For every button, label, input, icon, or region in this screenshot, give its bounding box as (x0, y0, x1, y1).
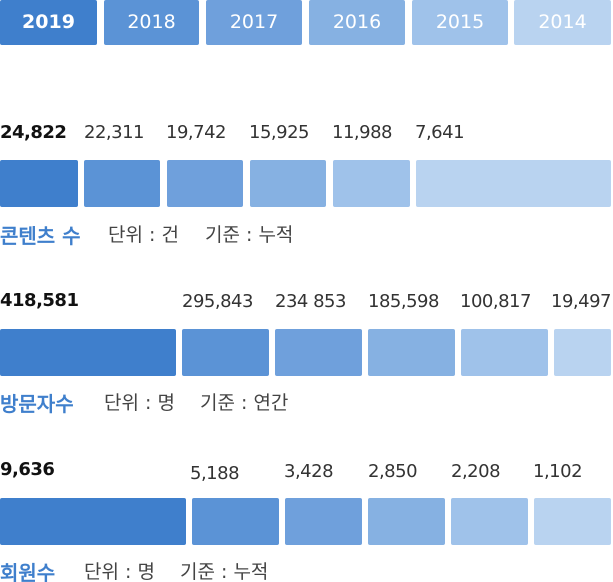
year-tab[interactable]: 2018 (104, 0, 199, 45)
stat-value: 7,641 (415, 122, 465, 143)
stat-bar (368, 329, 455, 376)
stat-value: 100,817 (460, 291, 531, 312)
stat-bar (534, 498, 611, 545)
stat-value: 1,102 (533, 461, 583, 482)
stat-bar (285, 498, 362, 545)
unit-label: 단위 : 명 (104, 392, 175, 414)
stat-value: 418,581 (0, 290, 79, 311)
stat-value: 22,311 (84, 122, 144, 143)
stat-bar (0, 329, 176, 376)
stat-bar (250, 160, 326, 207)
year-tab[interactable]: 2017 (206, 0, 302, 45)
stat-bar (167, 160, 243, 207)
basis-label: 기준 : 누적 (205, 224, 294, 246)
stat-bar (451, 498, 528, 545)
stat-value: 3,428 (284, 461, 334, 482)
stat-value: 185,598 (368, 291, 439, 312)
section-title: 회원수 (0, 561, 56, 582)
stat-bar (192, 498, 279, 545)
stat-bar (554, 329, 611, 376)
stat-value: 234 853 (275, 291, 346, 312)
basis-label: 기준 : 누적 (180, 561, 269, 582)
unit-label: 단위 : 명 (84, 561, 155, 582)
section-title: 콘텐츠 수 (0, 224, 81, 248)
unit-label: 단위 : 건 (108, 224, 179, 246)
stat-bar (461, 329, 548, 376)
stat-value: 2,208 (451, 461, 501, 482)
section-title: 방문자수 (0, 392, 74, 416)
year-tab[interactable]: 2019 (0, 0, 97, 45)
stat-value: 15,925 (249, 122, 309, 143)
stat-bar (275, 329, 362, 376)
stat-bar (333, 160, 410, 207)
stat-value: 11,988 (332, 122, 392, 143)
stat-bar (182, 329, 269, 376)
year-tab[interactable]: 2015 (412, 0, 508, 45)
stat-bar (368, 498, 445, 545)
stat-bar (0, 160, 78, 207)
stat-value: 295,843 (182, 291, 253, 312)
stat-value: 24,822 (0, 122, 67, 143)
stat-value: 9,636 (0, 459, 55, 480)
stat-bar (0, 498, 186, 545)
year-tab[interactable]: 2016 (309, 0, 405, 45)
stat-bar (84, 160, 160, 207)
year-tab[interactable]: 2014 (514, 0, 611, 45)
stat-bar (416, 160, 611, 207)
stat-value: 5,188 (190, 463, 240, 484)
stat-value: 19,497 (551, 291, 611, 312)
stat-value: 2,850 (368, 461, 418, 482)
stat-value: 19,742 (166, 122, 226, 143)
basis-label: 기준 : 연간 (200, 392, 289, 414)
